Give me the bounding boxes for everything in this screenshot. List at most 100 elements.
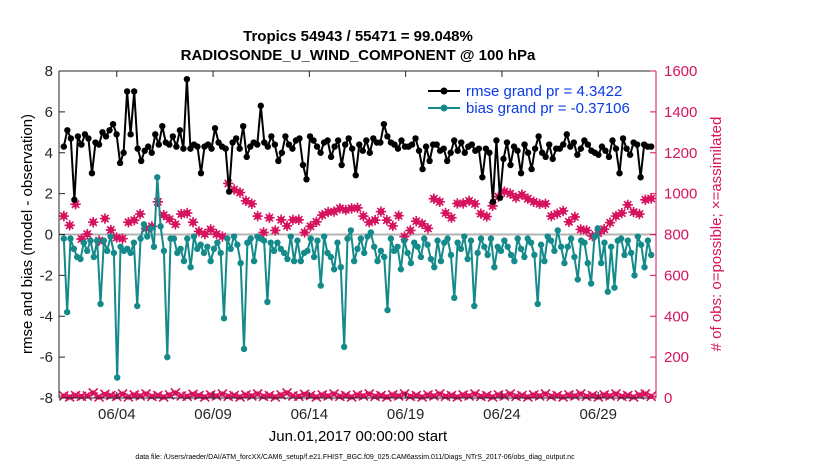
y2-tick-label: 0 [664, 390, 672, 407]
obs-possible-point [505, 188, 516, 199]
rmse-point [560, 141, 567, 148]
bias-point [284, 255, 291, 263]
bias-point [330, 266, 338, 273]
bias-point [457, 245, 465, 253]
rmse-point [595, 151, 602, 158]
bias-point [290, 257, 298, 265]
footnote: data file: /Users/raeder/DAI/ATM_forcXX/… [135, 454, 575, 461]
rmse-point [415, 147, 423, 154]
rmse-point [574, 151, 581, 158]
rmse-point [503, 139, 511, 146]
rmse-point [137, 157, 145, 165]
obs-possible-point [134, 208, 146, 220]
obs-possible-point [117, 233, 128, 244]
y-tick-label: 8 [45, 63, 53, 80]
bias-point [491, 264, 498, 271]
rmse-point [426, 157, 433, 165]
rmse-point [524, 149, 532, 156]
bias-point [487, 235, 495, 242]
bias-point [421, 235, 428, 242]
bias-point [451, 294, 458, 302]
rmse-point [433, 141, 440, 148]
bias-point [287, 233, 294, 240]
rmse-point [88, 169, 96, 177]
bias-point [314, 237, 321, 244]
bias-point [454, 239, 461, 246]
bias-point [160, 247, 168, 255]
rmse-point [377, 139, 384, 146]
rmse-point [612, 145, 620, 152]
bias-point [647, 251, 655, 259]
bias-point [274, 239, 281, 246]
rmse-point [493, 137, 500, 144]
obs-possible-point [416, 218, 428, 230]
bias-point [177, 245, 184, 253]
rmse-point [563, 131, 570, 138]
bias-point [571, 253, 578, 261]
obs-possible-point [452, 198, 463, 209]
rmse-point [440, 145, 447, 152]
bias-point [190, 233, 198, 240]
obs-possible-point [469, 198, 481, 210]
rmse-point [324, 137, 331, 144]
obs-possible-point [234, 187, 246, 198]
bias-point [207, 257, 214, 265]
x-axis-label: Jun.01,2017 00:00:00 start [269, 428, 448, 445]
obs-possible-point [610, 210, 622, 222]
rmse-point [528, 165, 535, 173]
chart-subtitle: RADIOSONDE_U_WIND_COMPONENT @ 100 hPa [181, 47, 536, 64]
bias-point [90, 253, 98, 261]
bias-point [641, 264, 648, 271]
bias-point [187, 264, 194, 271]
rmse-point [479, 174, 486, 181]
bias-point [397, 266, 405, 273]
rmse-point [623, 145, 630, 152]
bias-point [357, 235, 365, 242]
bias-point [77, 255, 84, 263]
rmse-point [296, 135, 303, 142]
obs-assimilated-point [393, 390, 404, 402]
obs-assimilated-point [276, 389, 287, 401]
obs-possible-point [87, 217, 99, 228]
bias-point [624, 237, 632, 244]
bias-point [63, 308, 71, 316]
rmse-point [349, 145, 356, 152]
obs-assimilated-point [428, 390, 439, 402]
obs-assimilated-point [293, 391, 304, 402]
obs-possible-point [264, 212, 275, 223]
rmse-point [584, 141, 592, 148]
obs-possible-point [422, 223, 434, 234]
rmse-point [443, 157, 451, 165]
y2-tick-label: 1400 [664, 104, 697, 121]
bias-point [217, 249, 224, 257]
obs-possible-point [270, 225, 281, 236]
obs-assimilated-point [246, 390, 257, 402]
bias-point [214, 239, 221, 246]
rmse-point [102, 133, 110, 140]
obs-possible-point [123, 217, 134, 228]
bias-point [170, 235, 178, 242]
rmse-point [408, 141, 416, 148]
rmse-point [549, 155, 556, 163]
obs-assimilated-point [516, 390, 528, 401]
chart-title: Tropics 54943 / 55471 = 99.048% [243, 28, 473, 45]
rmse-point [398, 137, 405, 144]
rmse-point [268, 133, 275, 140]
y-tick-label: 6 [45, 104, 53, 121]
rmse-point [633, 141, 641, 148]
bias-point [461, 233, 468, 240]
bias-point [637, 241, 645, 248]
axes: -8 -6 -4 -2 0 2 4 6 8 0 200 400 600 800 1000 1200 1400 16… [40, 63, 698, 423]
bias-point [127, 249, 134, 257]
rmse-point [85, 135, 92, 142]
bias-point [611, 284, 618, 291]
rmse-point [422, 143, 430, 150]
bias-point [157, 223, 164, 230]
bias-point [67, 235, 74, 242]
rmse-point [334, 137, 342, 144]
bias-point [537, 241, 545, 248]
obs-possible-point [540, 198, 551, 210]
bias-point [567, 235, 575, 242]
bias-point [427, 255, 435, 263]
